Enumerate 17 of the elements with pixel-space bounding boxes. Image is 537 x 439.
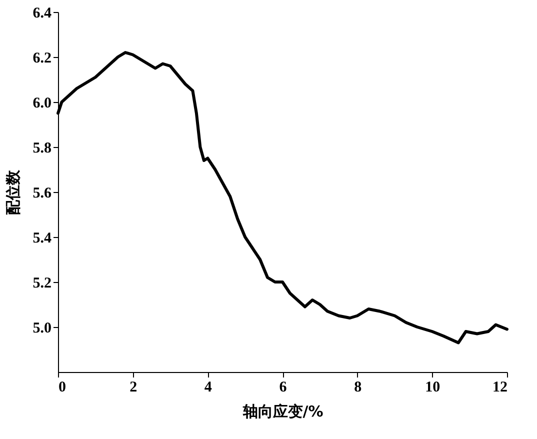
y-tick-label: 5.6	[32, 186, 52, 202]
y-tick-label: 5.0	[32, 320, 52, 336]
y-tick-label: 6.0	[32, 96, 52, 112]
y-tick-label: 5.4	[32, 230, 52, 246]
x-tick-label: 4	[204, 380, 212, 396]
y-tick-label: 6.4	[32, 6, 52, 22]
y-axis-title: 配位数	[4, 169, 22, 215]
x-tick-label: 8	[354, 380, 362, 396]
y-tick-label: 5.2	[32, 276, 52, 292]
x-tick-label: 6	[279, 380, 288, 396]
x-tick-label: 0	[58, 380, 66, 396]
x-axis-title: 轴向应变/%	[242, 402, 324, 420]
y-tick-label: 5.8	[32, 140, 52, 156]
y-tick-label: 6.2	[32, 50, 52, 66]
x-tick-label: 12	[492, 380, 508, 396]
x-tick-label: 10	[425, 380, 440, 396]
x-tick-label: 2	[130, 380, 138, 396]
